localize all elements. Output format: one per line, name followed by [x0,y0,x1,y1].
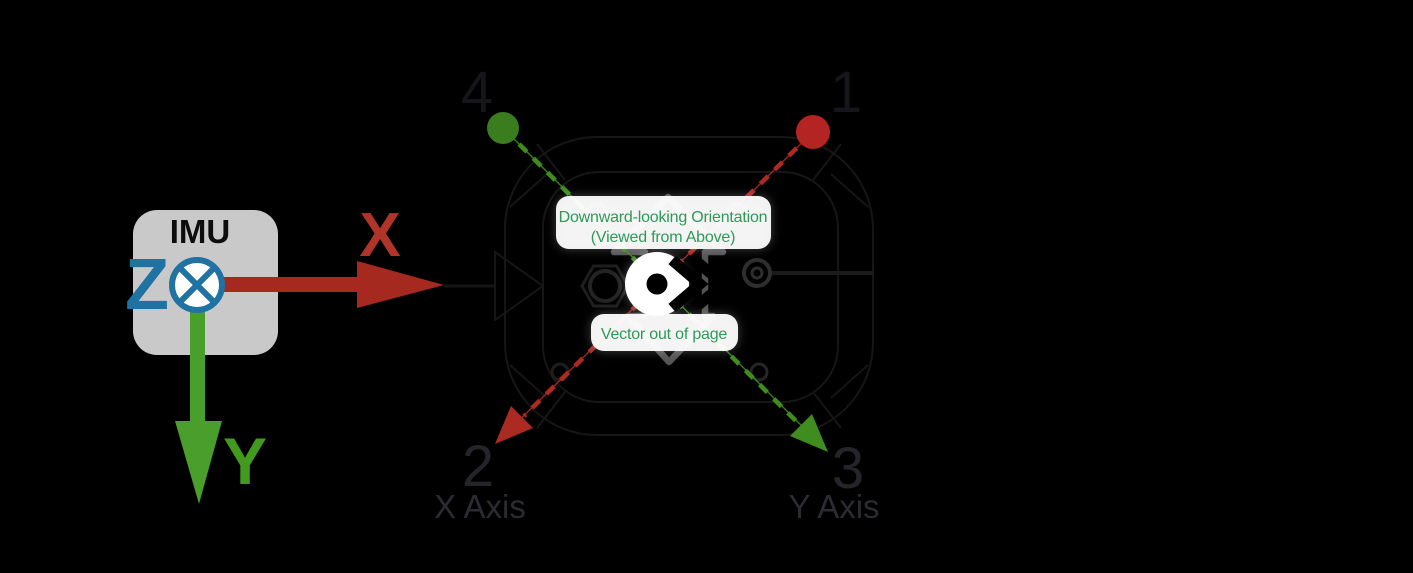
ghost-arrow-path [610,193,727,366]
motor-4-dot [487,112,519,144]
orientation-callout-box [556,196,771,249]
motor-1-number: 1 [830,60,862,125]
drone-top-view-outline [444,136,874,436]
vector-out-callout-text: Vector out of page [601,326,728,343]
front-pointer-triangle [494,250,545,322]
imu-x-arrow-head [357,261,444,308]
motor-1-dot [796,115,830,149]
imu-x-label: X [359,201,400,270]
imu-title: IMU [170,213,231,250]
hub-chevron-2 [691,255,732,313]
imu-y-arrow-head [175,421,222,504]
imu-z-cross-line-2 [178,266,216,304]
hub-hex-ring [588,269,622,303]
orientation-callout-line2: (Viewed from Above) [591,229,735,246]
center-hub [625,252,732,316]
drone-corner-ticks [509,143,869,429]
vector-out-center-dot [646,273,668,295]
orientation-callout: Downward-looking Orientation (Viewed fro… [556,196,771,249]
imu-y-arrow-shaft [190,308,205,426]
x-axis-arrowhead [495,406,533,444]
motor-3-number: 3 [832,436,864,501]
motor-4-number: 4 [461,60,493,125]
vector-out-callout: Vector out of page [591,314,738,351]
right-mount-ring [742,258,772,288]
right-mount-ring-inner [750,266,764,280]
orientation-callout-line1: Downward-looking Orientation [559,209,768,226]
imu-x-arrow-shaft [222,277,359,292]
vector-out-callout-box [591,314,738,351]
bottom-right-screw [749,362,769,382]
imu-y-label: Y [223,424,267,498]
y-axis-arrowhead [790,414,828,452]
x-axis-label: X Axis [434,488,526,525]
imu-inset: IMU X Y Z [125,201,444,504]
hub-chevron-1 [668,255,709,313]
motor-2-number: 2 [462,434,494,499]
hub-hex-nut [580,264,630,308]
drone-body-outer [504,136,874,436]
y-axis-label: Y Axis [788,488,879,525]
imu-z-label: Z [125,245,169,325]
